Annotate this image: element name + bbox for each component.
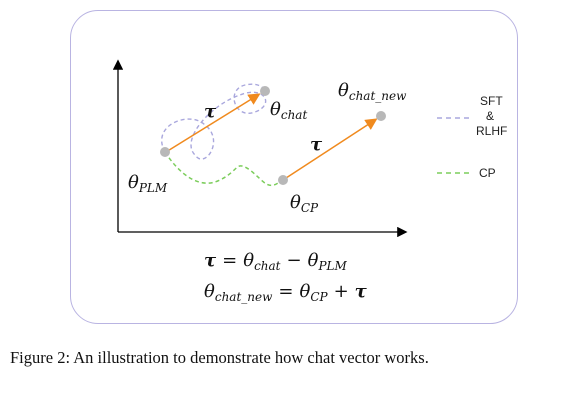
equation-theta-chat-new: θchat_new = θCP + τ xyxy=(204,281,368,304)
figure-caption: Figure 2: An illustration to demonstrate… xyxy=(10,348,429,367)
point-theta-chat xyxy=(260,86,270,96)
label-tau-1: τ xyxy=(204,101,217,122)
label-tau-2: τ xyxy=(310,134,323,155)
chat-vector-diagram: θPLM θchat θCP θchat_new τ τ SFT & RLHF … xyxy=(112,59,507,304)
label-theta-plm: θPLM xyxy=(128,172,168,195)
legend-rlhf-label: RLHF xyxy=(476,124,507,138)
tau-arrow-plm-to-chat xyxy=(165,93,261,153)
point-theta-chat-new xyxy=(376,111,386,121)
cp-path xyxy=(164,151,283,187)
point-theta-cp xyxy=(278,175,288,185)
legend-sft-label: SFT xyxy=(480,94,503,108)
legend-amp-label: & xyxy=(486,109,494,123)
legend-cp-label: CP xyxy=(479,166,496,180)
label-theta-chat: θchat xyxy=(270,99,307,122)
sft-rlhf-path xyxy=(161,83,267,160)
label-theta-chat-new: θchat_new xyxy=(338,80,407,103)
point-theta-plm xyxy=(160,147,170,157)
equation-tau: τ = θchat − θPLM xyxy=(204,250,347,273)
label-theta-cp: θCP xyxy=(290,192,319,215)
figure-frame xyxy=(70,10,518,324)
tau-arrow-cp-to-chat-new xyxy=(282,118,378,181)
